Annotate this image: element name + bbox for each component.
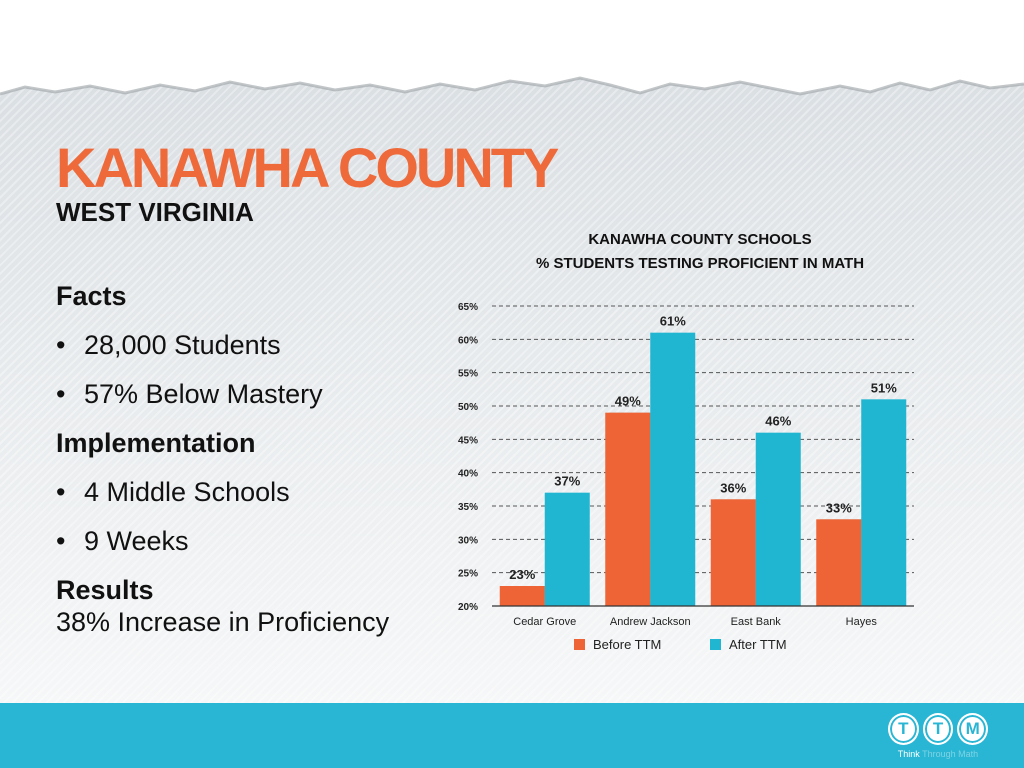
x-tick-label: Cedar Grove: [513, 616, 576, 628]
ttm-logo: T T M Think Through Math: [888, 713, 989, 763]
implementation-item-schools: 4 Middle Schools: [84, 477, 290, 507]
bar-before: [605, 412, 651, 606]
legend-swatch-before: [574, 639, 585, 650]
legend-swatch-after: [710, 639, 721, 650]
page-title: KANAWHA COUNTY: [56, 136, 559, 199]
y-tick-label: 35%: [458, 502, 478, 513]
data-label: 36%: [720, 480, 746, 495]
bar-after: [544, 492, 590, 606]
x-tick-label: Andrew Jackson: [610, 616, 691, 628]
bullet-marker: •: [56, 379, 66, 409]
facts-bullet: • 28,000 Students: [56, 327, 446, 363]
x-tick-label: Hayes: [846, 616, 878, 628]
logo-letter-t2: T: [922, 713, 954, 745]
bar-before: [499, 586, 545, 606]
logo-tagline: Think Through Math: [888, 749, 988, 759]
logo-circles: T T M: [888, 713, 989, 745]
results-text: 38% Increase in Proficiency: [56, 607, 390, 637]
chart-subtitle: % STUDENTS TESTING PROFICIENT IN MATH: [536, 255, 864, 272]
bar-after: [650, 332, 696, 606]
data-label: 37%: [554, 474, 580, 489]
y-tick-label: 20%: [458, 602, 478, 613]
logo-letter-t1: T: [888, 713, 919, 745]
proficiency-bar-chart: KANAWHA COUNTY SCHOOLS % STUDENTS TESTING…: [458, 231, 914, 652]
logo-tagline-think: Think: [897, 749, 920, 759]
y-tick-label: 50%: [458, 402, 478, 413]
y-tick-label: 25%: [458, 569, 478, 580]
data-label: 49%: [615, 394, 641, 409]
legend-label: Before TTM: [593, 637, 661, 652]
y-tick-label: 60%: [458, 335, 478, 346]
bar-before: [710, 499, 756, 606]
y-tick-label: 30%: [458, 535, 478, 546]
y-tick-label: 40%: [458, 469, 478, 480]
data-label: 51%: [871, 380, 897, 395]
bullet-marker: •: [56, 526, 66, 556]
implementation-bullet: • 4 Middle Schools: [56, 474, 446, 510]
facts-bullet: • 57% Below Mastery: [56, 376, 446, 412]
facts-panel: Facts • 28,000 Students • 57% Below Mast…: [56, 278, 446, 638]
page-subtitle: WEST VIRGINIA: [56, 197, 254, 227]
data-label: 61%: [660, 314, 686, 329]
footer-bar: T T M Think Through Math: [0, 703, 1024, 768]
results-heading: Results: [56, 575, 154, 605]
facts-heading: Facts: [56, 281, 127, 311]
logo-letter-m: M: [957, 713, 989, 745]
legend-label: After TTM: [729, 637, 787, 652]
bar-before: [816, 519, 862, 606]
facts-item-mastery: 57% Below Mastery: [84, 379, 323, 409]
implementation-bullet: • 9 Weeks: [56, 523, 446, 559]
facts-item-students: 28,000 Students: [84, 330, 281, 360]
y-tick-label: 65%: [458, 302, 478, 313]
bar-after: [755, 432, 801, 606]
x-tick-label: East Bank: [731, 616, 782, 628]
implementation-item-weeks: 9 Weeks: [84, 526, 189, 556]
logo-tagline-faded: Through Math: [922, 749, 979, 759]
data-label: 23%: [509, 567, 535, 582]
chart-title: KANAWHA COUNTY SCHOOLS: [588, 231, 811, 248]
torn-paper-edge: [0, 48, 1024, 96]
bar-after: [861, 399, 907, 606]
bullet-marker: •: [56, 477, 66, 507]
implementation-heading: Implementation: [56, 428, 256, 458]
bullet-marker: •: [56, 330, 66, 360]
data-label: 46%: [765, 414, 791, 429]
y-tick-label: 55%: [458, 369, 478, 380]
data-label: 33%: [826, 500, 852, 515]
y-tick-label: 45%: [458, 435, 478, 446]
